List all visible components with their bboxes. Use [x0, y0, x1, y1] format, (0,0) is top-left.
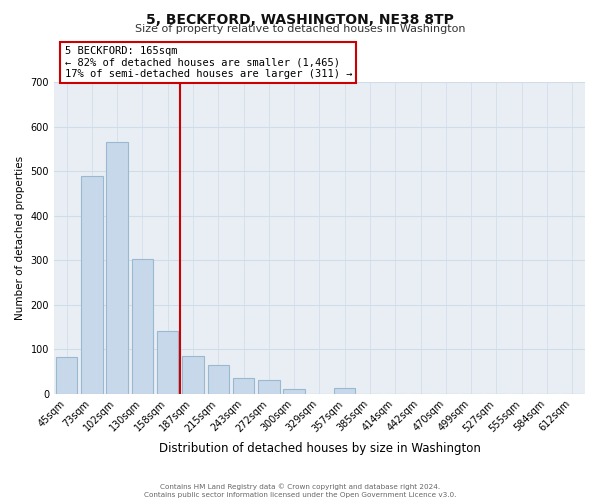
- Bar: [56, 357, 77, 394]
- Text: Contains HM Land Registry data © Crown copyright and database right 2024.
Contai: Contains HM Land Registry data © Crown c…: [144, 484, 456, 498]
- Bar: [208, 366, 229, 394]
- Bar: [283, 389, 305, 394]
- Bar: [157, 332, 178, 394]
- Bar: [81, 176, 103, 394]
- Y-axis label: Number of detached properties: Number of detached properties: [15, 156, 25, 320]
- Text: Size of property relative to detached houses in Washington: Size of property relative to detached ho…: [135, 24, 465, 34]
- Text: 5, BECKFORD, WASHINGTON, NE38 8TP: 5, BECKFORD, WASHINGTON, NE38 8TP: [146, 12, 454, 26]
- Bar: [233, 378, 254, 394]
- Text: 5 BECKFORD: 165sqm
← 82% of detached houses are smaller (1,465)
17% of semi-deta: 5 BECKFORD: 165sqm ← 82% of detached hou…: [65, 46, 352, 79]
- Bar: [182, 356, 204, 394]
- Bar: [334, 388, 355, 394]
- Bar: [258, 380, 280, 394]
- Bar: [131, 259, 153, 394]
- Bar: [106, 142, 128, 394]
- X-axis label: Distribution of detached houses by size in Washington: Distribution of detached houses by size …: [158, 442, 481, 455]
